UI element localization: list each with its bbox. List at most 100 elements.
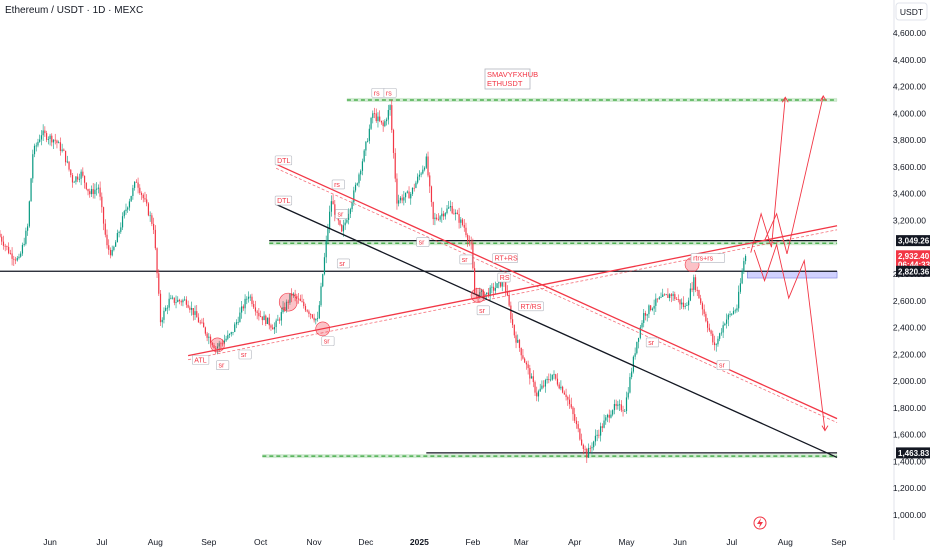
candle-body bbox=[322, 274, 324, 287]
candle-body bbox=[682, 302, 685, 307]
x-tick-label: Sep bbox=[201, 537, 216, 547]
candle-body bbox=[242, 306, 244, 309]
candle-body bbox=[501, 279, 503, 287]
candle-body bbox=[558, 384, 560, 389]
tag-label: RT/RS bbox=[520, 304, 541, 311]
candle-body bbox=[720, 332, 723, 334]
tag-box bbox=[518, 301, 544, 312]
candle-body bbox=[353, 190, 355, 203]
currency-badge[interactable]: USDT bbox=[895, 2, 928, 21]
candle-body bbox=[25, 230, 27, 244]
candle-body bbox=[408, 191, 410, 199]
candle-body bbox=[144, 198, 146, 200]
candle-body bbox=[694, 277, 697, 291]
candle-body bbox=[613, 403, 616, 411]
candle-body bbox=[593, 441, 595, 448]
candle-body bbox=[544, 380, 546, 387]
candle-body bbox=[739, 283, 741, 292]
candle-body bbox=[70, 169, 72, 176]
candle-body bbox=[204, 327, 206, 334]
x-tick-label: May bbox=[618, 537, 635, 547]
candle-body bbox=[691, 288, 693, 290]
candle-body bbox=[696, 290, 698, 291]
x-axis[interactable]: Jun Jul Aug Sep Oct Nov Dec 2025 Feb Mar Apr May Jun… bbox=[43, 537, 846, 547]
x-tick-label: Jul bbox=[96, 537, 107, 547]
candle-body bbox=[63, 149, 65, 151]
candle-body bbox=[151, 215, 153, 224]
y-tick-label: 3,600.00 bbox=[893, 162, 926, 172]
candle-body bbox=[581, 439, 583, 445]
candle-body bbox=[537, 391, 540, 397]
candle-body bbox=[39, 139, 41, 142]
candle-body bbox=[605, 417, 607, 421]
candle-body bbox=[643, 313, 645, 323]
y-tick-label: 2,400.00 bbox=[893, 323, 926, 333]
candle-body bbox=[570, 404, 572, 408]
candle-body bbox=[463, 224, 465, 228]
candle-body bbox=[543, 385, 545, 387]
candle-body bbox=[344, 222, 346, 226]
candle-body bbox=[541, 385, 543, 389]
candle-body bbox=[263, 315, 265, 321]
price-tag-bg bbox=[896, 235, 930, 247]
tag-label: rs bbox=[386, 90, 392, 97]
candle-body bbox=[109, 249, 112, 256]
candle-body bbox=[672, 294, 674, 296]
candle-body bbox=[89, 191, 91, 195]
candle-body bbox=[222, 343, 224, 345]
candle-body bbox=[61, 149, 63, 151]
tag-box bbox=[274, 155, 293, 166]
candle-body bbox=[346, 219, 348, 223]
candle-body bbox=[77, 176, 79, 180]
candle-body bbox=[448, 207, 450, 209]
candle-body bbox=[329, 211, 331, 229]
candle-body bbox=[618, 404, 621, 406]
candle-body bbox=[615, 403, 617, 406]
candle-body bbox=[134, 181, 136, 188]
candle-body bbox=[724, 323, 726, 326]
candle-body bbox=[734, 310, 736, 312]
candle-body bbox=[656, 298, 659, 300]
candle-body bbox=[285, 301, 288, 311]
candle-body bbox=[2, 241, 5, 246]
x-tick-label: Aug bbox=[778, 537, 793, 547]
candle-body bbox=[237, 322, 239, 323]
candle-body bbox=[420, 173, 422, 175]
y-axis[interactable]: 4,600.00 4,400.00 4,200.00 4,000.00 3,800.00… bbox=[893, 0, 926, 540]
candle-body bbox=[472, 243, 474, 269]
dtl-red bbox=[275, 163, 838, 420]
projection-arrowhead bbox=[819, 95, 827, 102]
candle-body bbox=[644, 313, 647, 316]
candle-body bbox=[425, 156, 427, 168]
candle-body bbox=[524, 358, 526, 363]
candle-body bbox=[529, 368, 531, 379]
tag-box bbox=[690, 253, 725, 263]
candle-body bbox=[713, 342, 716, 346]
candle-body bbox=[665, 294, 667, 296]
tag-box bbox=[416, 237, 430, 247]
candle-body bbox=[130, 195, 132, 202]
candle-body bbox=[406, 191, 408, 193]
candle-body bbox=[446, 208, 448, 214]
lightning-icon[interactable] bbox=[753, 516, 767, 530]
candle-body bbox=[451, 206, 453, 214]
candle-body bbox=[384, 121, 386, 127]
tag-label: sr bbox=[719, 363, 726, 370]
candle-body bbox=[299, 298, 301, 301]
candle-body bbox=[99, 187, 101, 197]
candle-body bbox=[637, 337, 640, 342]
candle-body bbox=[187, 304, 189, 308]
candle-body bbox=[458, 214, 460, 223]
tag-label: sr bbox=[339, 261, 346, 268]
candle-body bbox=[382, 122, 384, 127]
candle-body bbox=[715, 344, 717, 346]
candle-body bbox=[422, 169, 424, 174]
candle-body bbox=[399, 197, 402, 201]
tag-box bbox=[216, 360, 230, 371]
candle-body bbox=[42, 130, 44, 136]
tag-box bbox=[383, 87, 397, 98]
candle-body bbox=[8, 246, 10, 254]
candle-body bbox=[489, 287, 491, 297]
